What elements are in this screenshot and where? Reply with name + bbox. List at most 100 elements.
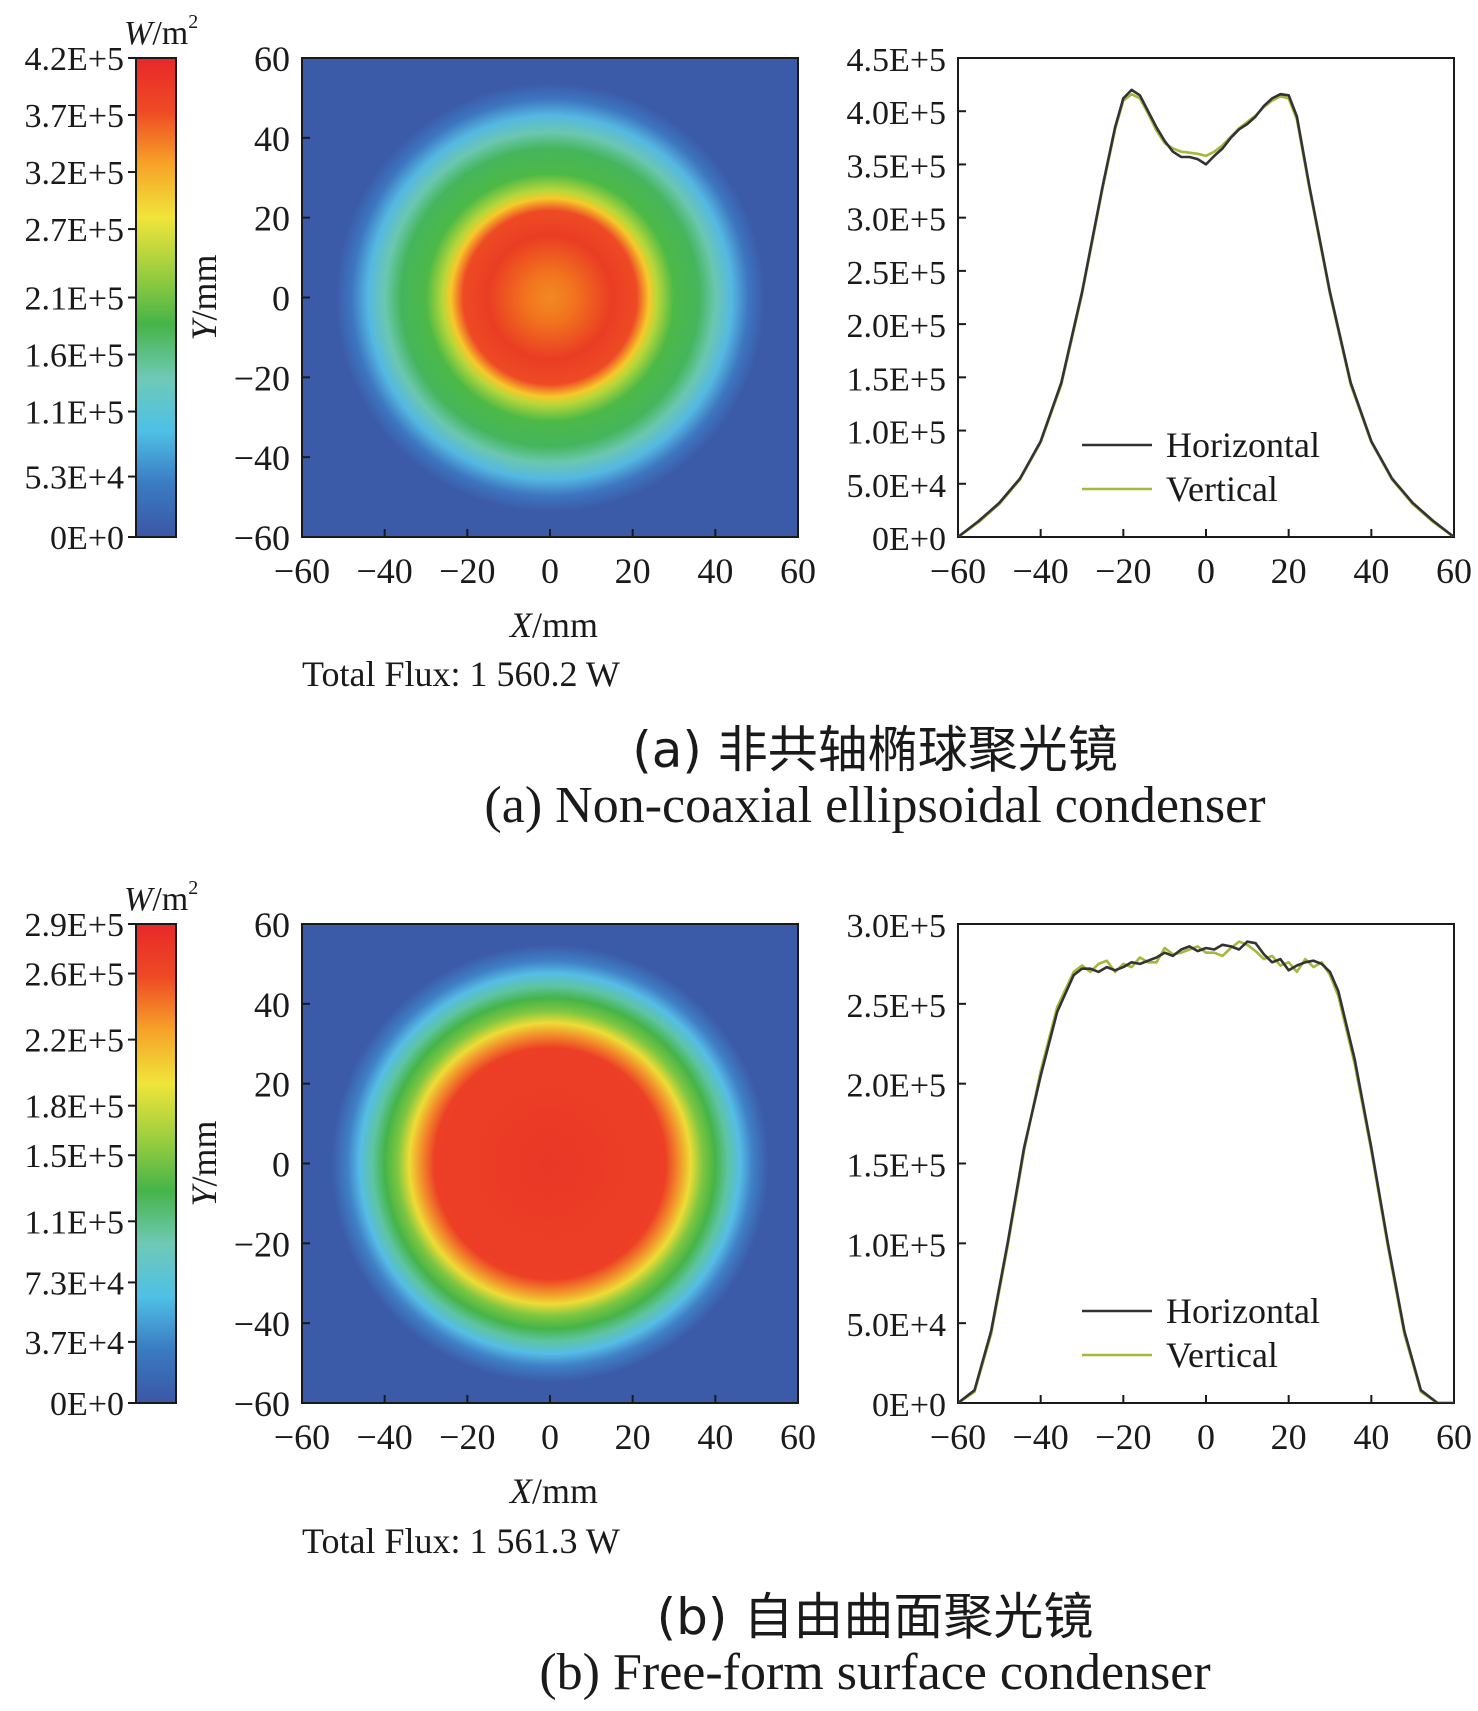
profile-ytick-label: 2.0E+5 (847, 308, 946, 345)
heatmap-ylabel: Y/mm (184, 254, 224, 340)
profile-ytick-label: 2.5E+5 (847, 255, 946, 292)
heatmap-xtick-label: 0 (541, 1417, 559, 1457)
colorbar-tick-label: 1.6E+5 (25, 338, 124, 375)
heatmap-ytick-label: 40 (254, 119, 290, 159)
heatmap-ytick-label: 0 (272, 1145, 290, 1185)
heatmap-ylabel: Y/mm (184, 1120, 224, 1206)
total-flux-label-a: Total Flux: 1 560.2 W (302, 654, 620, 694)
heatmap-ytick-label: 0 (272, 279, 290, 319)
profile-ytick-label: 1.0E+5 (847, 1227, 946, 1264)
colorbar-tick-label: 1.8E+5 (25, 1089, 124, 1126)
caption-cn-a: (a) 非共轴椭球聚光镜 (632, 721, 1118, 779)
profile-ytick-label: 1.0E+5 (847, 415, 946, 452)
profile-xtick-label: −60 (930, 1417, 986, 1457)
heatmap-xtick-label: 20 (615, 551, 651, 591)
heatmap-ylabel-unit: /mm (184, 1120, 224, 1186)
heatmap-xlabel-unit: /mm (532, 1471, 598, 1511)
colorbar-b (135, 923, 177, 1404)
colorbar-tick-label: 4.2E+5 (25, 41, 124, 78)
heatmap-xlabel-unit: /mm (532, 605, 598, 645)
legend-label-vertical: Vertical (1166, 1335, 1278, 1375)
colorbar-tick-label: 2.7E+5 (25, 212, 124, 249)
series-line-horizontal (958, 940, 1454, 1403)
heatmap-ytick-label: −60 (234, 1384, 290, 1424)
profile-xtick-label: −20 (1095, 551, 1151, 591)
heatmap-xlabel: X/mm (508, 605, 598, 645)
colorbar-unit-sup: 2 (188, 877, 198, 899)
heatmap-xlabel: X/mm (508, 1471, 598, 1511)
caption-en-b: (b) Free-form surface condenser (539, 1644, 1211, 1701)
heatmap-xtick-label: −20 (439, 551, 495, 591)
heatmap-xtick-label: 0 (541, 551, 559, 591)
series-line-horizontal (958, 88, 1454, 537)
legend-label-horizontal: Horizontal (1166, 1291, 1320, 1331)
colorbar-tick-label: 1.1E+5 (25, 395, 124, 432)
profile-ytick-label: 1.5E+5 (847, 361, 946, 398)
heatmap-ytick-label: −20 (234, 1224, 290, 1264)
profile-frame-a (957, 57, 1455, 538)
profile-ytick-label: 4.0E+5 (847, 95, 946, 132)
colorbar-tick-label: 2.9E+5 (25, 907, 124, 944)
heatmap-ylabel-var: Y (184, 1183, 224, 1207)
heatmap-ytick-label: −20 (234, 358, 290, 398)
colorbar-a (135, 57, 177, 538)
colorbar-unit-rest: /m (152, 881, 188, 918)
heatmap-xtick-label: −40 (357, 1417, 413, 1457)
colorbar-tick-label: 1.5E+5 (25, 1138, 124, 1175)
colorbar-tick-label: 2.2E+5 (25, 1023, 124, 1060)
profile-xtick-label: 40 (1353, 1417, 1389, 1457)
heatmap-xtick-label: 60 (780, 551, 816, 591)
colorbar-tick-label: 3.2E+5 (25, 155, 124, 192)
heatmap-ytick-label: 40 (254, 985, 290, 1025)
profile-xtick-label: 60 (1436, 551, 1472, 591)
heatmap-ytick-label: −40 (234, 438, 290, 478)
colorbar-unit-symbol: W (124, 15, 155, 52)
heatmap-ytick-label: 60 (254, 905, 290, 945)
profile-ytick-label: 1.5E+5 (847, 1148, 946, 1185)
heatmap-xlabel-var: X (508, 1471, 534, 1511)
panel-b: 2.9E+5 2.6E+5 2.2E+5 1.8E+5 1.5E+5 1.1E+5 7.3E… (25, 877, 1472, 1511)
profile-xtick-label: 0 (1197, 1417, 1215, 1457)
profile-ytick-label: 2.0E+5 (847, 1068, 946, 1105)
heatmap-ylabel-var: Y (184, 317, 224, 341)
heatmap-xtick-label: 20 (615, 1417, 651, 1457)
colorbar-unit-rest: /m (152, 15, 188, 52)
colorbar-tick-label: 2.1E+5 (25, 281, 124, 318)
profile-ytick-label: 0E+0 (872, 1387, 946, 1424)
heatmap-xlabel-var: X (508, 605, 534, 645)
profile-ytick-label: 0E+0 (872, 521, 946, 558)
profile-ytick-label: 3.0E+5 (847, 908, 946, 945)
colorbar-tick-label: 1.1E+5 (25, 1204, 124, 1241)
heatmap-ytick-label: 20 (254, 1065, 290, 1105)
heatmap-xtick-label: 40 (697, 1417, 733, 1457)
heatmap-xtick-label: −40 (357, 551, 413, 591)
profile-xtick-label: −20 (1095, 1417, 1151, 1457)
heatmap-ytick-label: 20 (254, 199, 290, 239)
colorbar-unit-sup: 2 (188, 11, 198, 33)
profile-ytick-label: 4.5E+5 (847, 42, 946, 79)
profile-ytick-label: 3.0E+5 (847, 202, 946, 239)
profile-lines-a (958, 88, 1454, 537)
legend-label-vertical: Vertical (1166, 469, 1278, 509)
colorbar-tick-label: 7.3E+4 (25, 1265, 124, 1302)
heatmap-xtick-label: −20 (439, 1417, 495, 1457)
colorbar-unit: W/m2 (124, 877, 198, 918)
profile-xtick-label: 20 (1271, 1417, 1307, 1457)
heatmap-xtick-label: 60 (780, 1417, 816, 1457)
heatmap-spot (335, 82, 765, 513)
heatmap-xtick-label: −60 (274, 551, 330, 591)
profile-ytick-label: 2.5E+5 (847, 988, 946, 1025)
profile-xtick-label: 60 (1436, 1417, 1472, 1457)
profile-frame-b (957, 923, 1455, 1404)
heatmap-ylabel-unit: /mm (184, 254, 224, 320)
colorbar-unit: W/m2 (124, 11, 198, 52)
colorbar-tick-label: 0E+0 (50, 520, 124, 557)
colorbar-unit-symbol: W (124, 881, 155, 918)
heatmap-b (302, 924, 798, 1403)
heatmap-ytick-label: −60 (234, 518, 290, 558)
heatmap-ytick-label: 60 (254, 39, 290, 79)
profile-ytick-label: 3.5E+5 (847, 148, 946, 185)
colorbar-tick-label: 3.7E+4 (25, 1325, 124, 1362)
colorbar-tick-label: 0E+0 (50, 1386, 124, 1423)
